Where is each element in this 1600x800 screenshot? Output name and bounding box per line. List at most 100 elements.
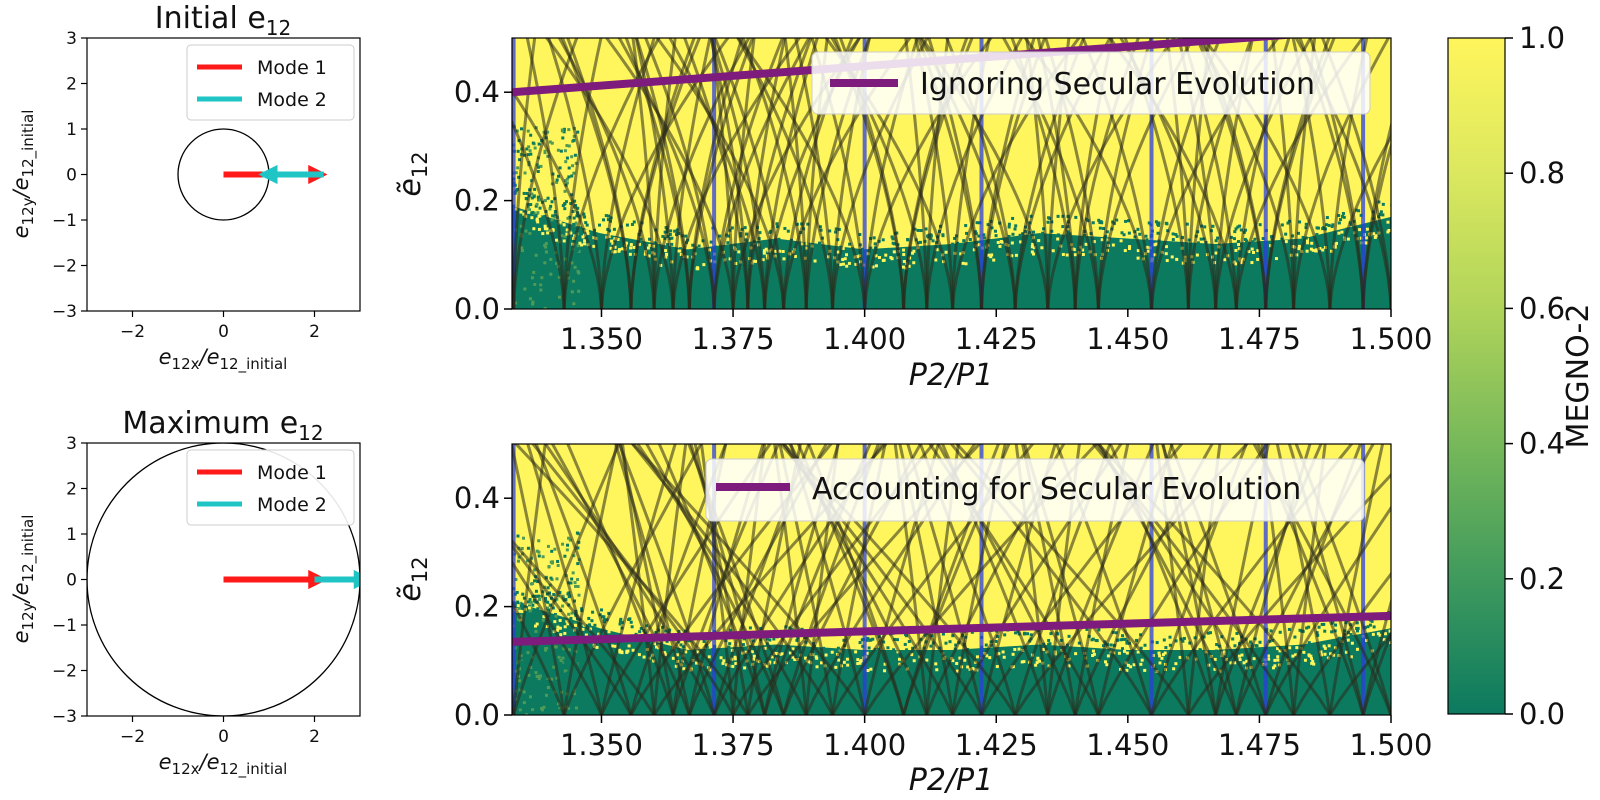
y-tick-label: 0.0 <box>454 698 500 732</box>
megno-pixel <box>781 250 785 254</box>
megno-pixel <box>1307 625 1311 629</box>
megno-pixel <box>518 158 522 162</box>
megno-pixel <box>538 674 542 678</box>
megno-pixel <box>1363 241 1367 245</box>
megno-pixel <box>515 286 519 290</box>
megno-pixel <box>996 240 1000 244</box>
megno-pixel <box>516 600 520 604</box>
megno-pixel <box>552 665 556 669</box>
megno-pixel <box>647 254 651 258</box>
megno-pixel <box>565 177 569 181</box>
megno-pixel <box>1154 220 1158 224</box>
megno-pixel <box>964 262 968 266</box>
megno-pixel <box>524 196 528 200</box>
megno-pixel <box>1120 231 1124 235</box>
megno-pixel <box>995 665 999 669</box>
megno-pixel <box>1139 646 1143 650</box>
megno-pixel <box>954 643 958 647</box>
separatrix-curve <box>630 444 834 715</box>
megno-pixel <box>1295 646 1299 650</box>
megno-pixel <box>613 644 617 648</box>
megno-pixel <box>905 648 909 652</box>
megno-pixel <box>587 623 591 627</box>
megno-pixel <box>1315 248 1319 252</box>
panel-maximum-title: Maximum e12 <box>122 406 323 445</box>
megno-pixel <box>530 276 534 280</box>
megno-pixel <box>523 247 527 251</box>
megno-pixel <box>836 646 840 650</box>
megno-pixel <box>534 290 538 294</box>
megno-pixel <box>1349 655 1353 659</box>
megno-pixel <box>1073 253 1077 257</box>
megno-pixel <box>1098 220 1102 224</box>
megno-pixel <box>934 258 938 262</box>
megno-pixel <box>544 242 548 246</box>
megno-pixel <box>648 237 652 241</box>
megno-pixel <box>1244 228 1248 232</box>
megno-pixel <box>1085 627 1089 631</box>
megno-pixel <box>1381 202 1385 206</box>
megno-pixel <box>519 700 523 704</box>
megno-pixel <box>1213 667 1217 671</box>
colorbar-ticks: 0.0 0.2 0.4 0.6 0.8 1.0 <box>1505 21 1565 731</box>
megno-pixel <box>951 242 955 246</box>
megno-pixel <box>1046 220 1050 224</box>
megno-pixel <box>567 595 571 599</box>
megno-pixel <box>1278 630 1282 634</box>
megno-pixel <box>874 264 878 268</box>
megno-pixel <box>543 261 547 265</box>
megno-pixel <box>1011 652 1015 656</box>
panel-initial-legend: Mode 1 Mode 2 <box>186 44 355 121</box>
megno-pixel <box>1327 223 1331 227</box>
separatrix-curve <box>652 38 677 309</box>
megno-pixel <box>1114 631 1118 635</box>
megno-pixel <box>558 626 562 630</box>
megno-pixel <box>845 264 849 268</box>
megno-pixel <box>602 620 606 624</box>
megno-pixel <box>531 708 535 712</box>
megno-pixel <box>679 247 683 251</box>
megno-pixel <box>575 531 579 535</box>
megno-pixel <box>795 638 799 642</box>
megno-pixel <box>734 662 738 666</box>
panel-initial-y-ticks: 3 2 1 0 −1 −2 −3 <box>52 29 87 322</box>
secular-evolution-line <box>512 611 1391 646</box>
megno-pixel <box>1323 652 1327 656</box>
megno-pixel <box>891 237 895 241</box>
megno-pixel <box>1100 221 1104 225</box>
megno-pixel <box>959 252 963 256</box>
megno-pixel <box>519 294 523 298</box>
megno-pixel <box>1334 623 1338 627</box>
y-tick-label: 0.4 <box>454 481 500 515</box>
separatrix-curve <box>710 38 767 309</box>
megno-pixel <box>518 220 522 224</box>
megno-pixel <box>1332 653 1336 657</box>
megno-pixel <box>858 233 862 237</box>
megno-pixel <box>793 254 797 258</box>
megno-pixel <box>530 582 534 586</box>
megno-pixel <box>1182 636 1186 640</box>
megno-pixel <box>931 239 935 243</box>
megno-pixel <box>544 648 548 652</box>
megno-pixel <box>1171 238 1175 242</box>
megno-pixel <box>668 232 672 236</box>
megno-pixel <box>1322 644 1326 648</box>
separatrix-curve <box>604 38 735 309</box>
megno-pixel <box>574 710 578 714</box>
megno-pixel <box>549 272 553 276</box>
megno-pixel <box>1276 647 1280 651</box>
megno-pixel <box>573 623 577 627</box>
megno-pixel <box>1374 234 1378 238</box>
megno-pixel <box>748 626 752 630</box>
megno-pixel <box>611 241 615 245</box>
megno-pixel <box>1249 640 1253 644</box>
y-tick-label: 2 <box>66 75 77 95</box>
megno-pixel <box>856 658 860 662</box>
megno-pixel <box>1007 225 1011 229</box>
megno-pixel <box>1103 660 1107 664</box>
megno-pixel <box>1132 663 1136 667</box>
megno-pixel <box>592 244 596 248</box>
megno-pixel <box>941 632 945 636</box>
megno-pixel <box>562 127 566 131</box>
megno-pixel <box>1032 252 1036 256</box>
